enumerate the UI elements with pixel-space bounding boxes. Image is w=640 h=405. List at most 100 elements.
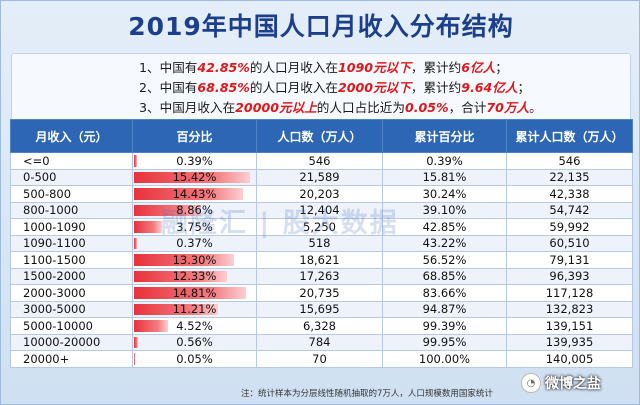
cell-cumulative-percent: 100.00% [382,350,507,368]
header-population: 人口数（万人） [256,119,383,153]
percent-value: 13.30% [172,252,217,267]
percent-bar [134,270,227,282]
cell-percent: 14.43% [132,185,257,203]
cell-percent: 0.39% [132,152,257,170]
cell-population: 20,203 [256,185,383,203]
cell-income: <=0 [10,152,133,170]
cell-cumulative-percent: 43.22% [382,234,507,252]
cell-cumulative-percent: 68.85% [382,267,507,285]
income-table: 月收入（元） 百分比 人口数（万人） 累计百分比 累计人口数（万人） <=0 0.… [10,119,633,368]
cell-income: 5000-10000 [10,317,133,335]
percent-value: 0.37% [176,236,213,251]
cell-percent: 0.37% [132,234,257,252]
cell-cumulative-population: 117,128 [506,284,633,302]
note-highlight: 6亿人 [461,60,496,75]
cell-cumulative-population: 132,823 [506,300,633,318]
percent-value: 15.42% [172,170,217,185]
cell-cumulative-percent: 94.87% [382,300,507,318]
cell-population: 5,250 [256,218,383,236]
cell-cumulative-population: 139,151 [506,317,633,335]
note-highlight: 42.85% [197,60,250,75]
footnote: 注：统计样本为分层线性随机抽取的7万人，人口规模数用国家统计 [241,389,493,399]
cell-percent: 13.30% [132,251,257,269]
cell-cumulative-population: 139,935 [506,333,633,351]
percent-value: 14.81% [172,285,217,300]
note-text: 。 [529,100,542,115]
header-cumulative-population: 累计人口数（万人） [506,119,633,153]
cell-population: 518 [256,234,383,252]
note-highlight: 68.85% [197,80,250,95]
cell-population: 15,695 [256,300,383,318]
percent-value: 0.05% [176,351,213,366]
cell-percent: 15.42% [132,168,257,186]
note-highlight: 1090元以下 [338,60,411,75]
table-body: <=0 0.39% 546 0.39% 546 0-500 15.42% 21,589 15.8… [10,152,633,368]
note-text: 3、中国月收入在 [139,100,236,115]
cell-cumulative-population: 42,338 [506,185,633,203]
note-text: 1、中国有 [139,60,198,75]
cell-cumulative-population: 54,742 [506,201,633,219]
percent-value: 11.21% [172,302,217,317]
percent-value: 14.43% [172,186,217,201]
cell-cumulative-percent: 0.39% [382,152,507,170]
cell-cumulative-percent: 30.24% [382,185,507,203]
percent-bar [134,221,163,233]
percent-bar [134,287,246,299]
note-text: ； [495,60,508,75]
cell-percent: 3.75% [132,218,257,236]
percent-bar [134,155,137,167]
note-text: 的人口月收入在 [249,80,339,95]
cell-cumulative-population: 546 [506,152,633,170]
cell-population: 21,589 [256,168,383,186]
percent-bar [134,171,251,183]
table-row: 10000-20000 0.56% 784 99.95% 139,935 [10,333,633,351]
cell-income: 1500-2000 [10,267,133,285]
table-row: 800-1000 8.86% 12,404 39.10% 54,742 [10,201,633,219]
percent-bar [134,320,169,332]
cell-cumulative-percent: 42.85% [382,218,507,236]
cell-cumulative-population: 59,992 [506,218,633,236]
table-row: 20000+ 0.05% 70 100.00% 140,005 [10,350,633,368]
cell-population: 18,621 [256,251,383,269]
table-row: <=0 0.39% 546 0.39% 546 [10,152,633,170]
percent-bar [134,303,219,315]
cell-percent: 14.81% [132,284,257,302]
note-line: 2、中国有68.85%的人口月收入在2000元以下，累计约9.64亿人； [139,78,599,98]
note-highlight: 0.05% [404,100,449,115]
table-row: 2000-3000 14.81% 20,735 83.66% 117,128 [10,284,633,302]
note-text: ，合计 [448,100,487,115]
table-row: 0-500 15.42% 21,589 15.81% 22,135 [10,168,633,186]
cell-cumulative-population: 22,135 [506,168,633,186]
cell-population: 546 [256,152,383,170]
cell-income: 10000-20000 [10,333,133,351]
notes-panel [11,53,631,122]
header-cumulative-percent: 累计百分比 [382,119,507,153]
cell-percent: 0.05% [132,350,257,368]
table-header-row: 月收入（元） 百分比 人口数（万人） 累计百分比 累计人口数（万人） [10,119,633,153]
notes-list: 1、中国有42.85%的人口月收入在1090元以下，累计约6亿人； 2、中国有68… [139,58,599,118]
cell-population: 20,735 [256,284,383,302]
percent-bar [134,254,235,266]
page-title: 2019年中国人口月收入分布结构 [128,12,514,41]
table-row: 1100-1500 13.30% 18,621 56.52% 79,131 [10,251,633,269]
cell-cumulative-percent: 99.39% [382,317,507,335]
note-text: 2、中国有 [139,80,198,95]
percent-bar [134,204,201,216]
table-row: 1090-1100 0.37% 518 43.22% 60,510 [10,234,633,252]
note-line: 1、中国有42.85%的人口月收入在1090元以下，累计约6亿人； [139,58,599,78]
percent-value: 8.86% [176,203,213,218]
note-line: 3、中国月收入在20000元以上的人口占比近为0.05%，合计70万人。 [139,98,599,118]
cell-cumulative-percent: 39.10% [382,201,507,219]
cell-income: 500-800 [10,185,133,203]
percent-bar [134,188,243,200]
badge-text: 微博之盐 [545,376,601,392]
cell-percent: 8.86% [132,201,257,219]
cell-percent: 4.52% [132,317,257,335]
cell-income: 20000+ [10,350,133,368]
cell-cumulative-percent: 15.81% [382,168,507,186]
table-row: 3000-5000 11.21% 15,695 94.87% 132,823 [10,300,633,318]
note-text: ； [517,80,531,95]
percent-value: 0.39% [176,153,213,168]
note-text: 的人口占比近为 [316,100,405,115]
